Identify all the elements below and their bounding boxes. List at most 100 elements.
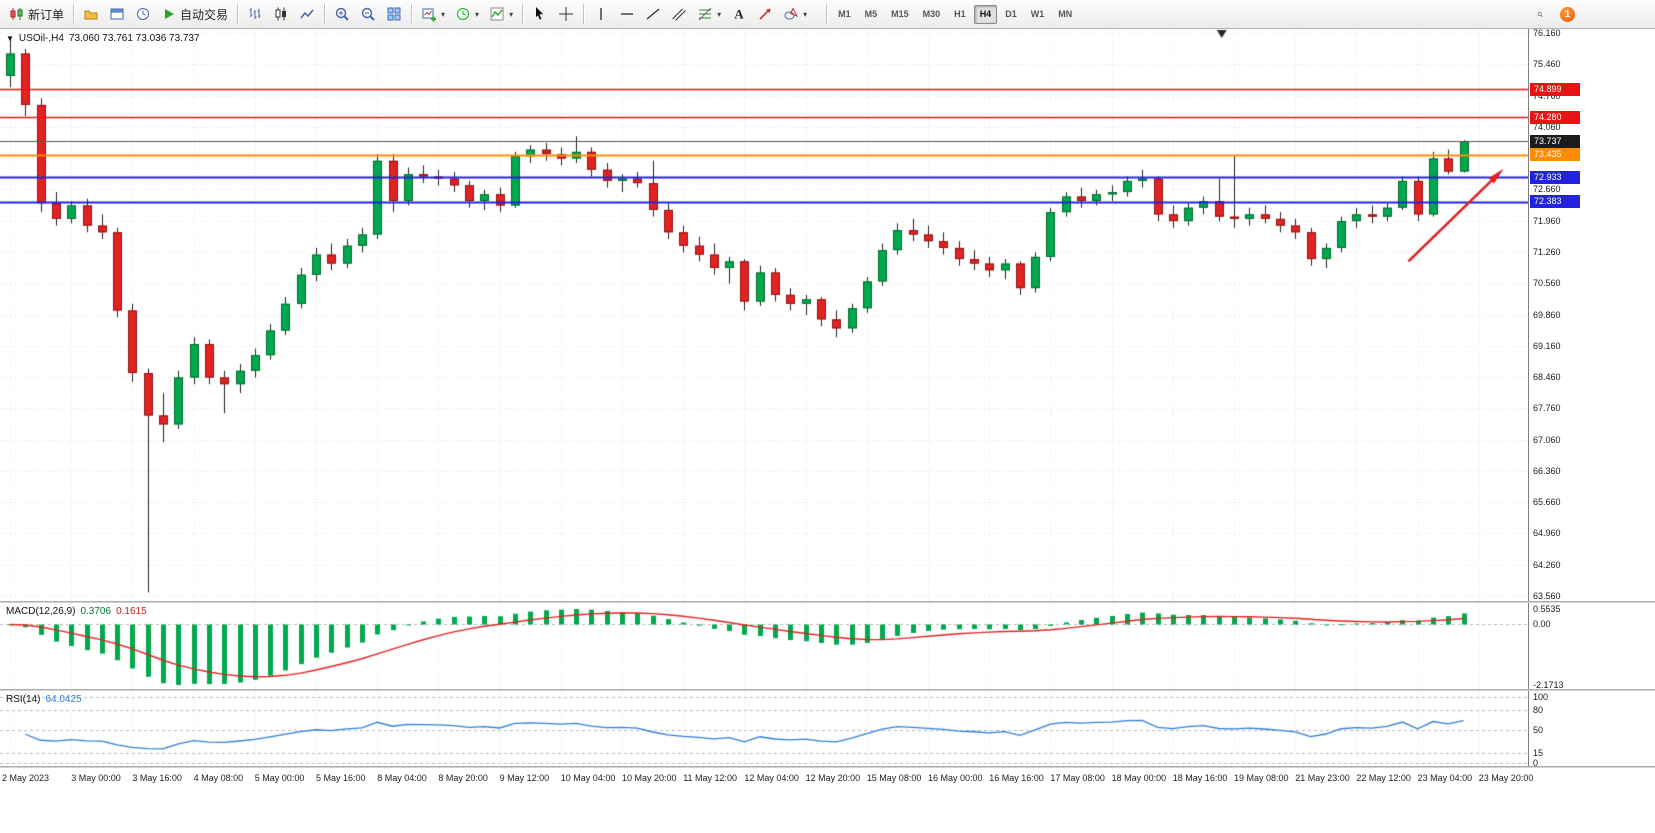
time-axis-label: 12 May 04:00 (744, 773, 799, 783)
macd-main-value: 0.3706 (80, 606, 112, 617)
new-order-button[interactable]: 新订单 (4, 2, 69, 26)
price-badge: 73.737 (1530, 134, 1580, 148)
timeframe-h1-button[interactable]: H1 (948, 5, 972, 24)
autotrading-icon (161, 6, 177, 22)
price-axis-label: 69.860 (1533, 309, 1561, 320)
zoom-in-button[interactable] (329, 2, 355, 26)
panel-separator-time-axis[interactable] (0, 766, 1655, 768)
profile-icon (83, 6, 99, 22)
time-axis-label: 8 May 04:00 (377, 773, 427, 783)
timeframe-d1-button[interactable]: D1 (999, 5, 1023, 24)
toolbar-separator (73, 4, 75, 24)
timeframe-m15-button[interactable]: M15 (885, 5, 915, 24)
periods-button[interactable]: ▾ (450, 2, 484, 26)
toolbar-separator (411, 4, 413, 24)
candle-chart-button[interactable] (268, 2, 294, 26)
chart-symbol-period: USOil-,H4 (18, 33, 64, 44)
chart-window-button[interactable] (104, 2, 130, 26)
fibonacci-button[interactable]: ▾ (692, 2, 726, 26)
bar-chart-icon (247, 6, 263, 22)
time-axis-label: 18 May 16:00 (1172, 773, 1228, 783)
dropdown-caret-icon[interactable]: ▾ (475, 9, 480, 19)
panel-separator-macd[interactable] (0, 601, 1655, 603)
price-axis-label: 76.160 (1533, 28, 1561, 38)
timeframe-h4-button[interactable]: H4 (973, 4, 998, 24)
channel-button[interactable] (666, 2, 692, 26)
arrow-label-icon (757, 6, 773, 22)
time-axis[interactable]: 2 May 2023 3 May 00:00 3 May 16:00 4 May 08… (0, 768, 1655, 794)
timeframe-mn-button[interactable]: MN (1052, 5, 1078, 24)
macd-axis-label: -2.1713 (1533, 680, 1564, 690)
new-chart-button[interactable]: ▾ (416, 2, 450, 26)
price-axis-label: 72.660 (1533, 184, 1561, 195)
price-chart-canvas[interactable] (0, 28, 1528, 601)
cursor-button[interactable] (527, 2, 553, 26)
dropdown-caret-icon[interactable]: ▾ (803, 9, 808, 19)
svg-text:A: A (734, 7, 744, 22)
bar-chart-button[interactable] (242, 2, 268, 26)
time-axis-label: 15 May 08:00 (866, 773, 922, 783)
tile-windows-icon (386, 6, 402, 22)
macd-label: MACD(12,26,9) 0.3706 0.1615 (6, 606, 147, 617)
time-axis-label: 19 May 08:00 (1234, 773, 1289, 783)
channel-icon (671, 6, 687, 22)
time-axis-label: 18 May 00:00 (1111, 773, 1167, 783)
arrows-button[interactable] (752, 2, 778, 26)
text-button[interactable]: A (726, 2, 752, 26)
dropdown-caret-icon[interactable]: ▾ (509, 9, 514, 19)
market-watch-button[interactable] (130, 2, 156, 26)
time-axis-label: 2 May 2023 (2, 773, 50, 783)
zoom-out-button[interactable] (355, 2, 381, 26)
price-axis-label: 70.560 (1533, 278, 1561, 289)
timeframe-m30-button[interactable]: M30 (917, 5, 947, 24)
new-order-icon (9, 6, 25, 22)
rsi-panel-canvas[interactable] (0, 691, 1528, 766)
templates-button[interactable]: ▾ (484, 2, 518, 26)
price-badge: 72.933 (1530, 170, 1580, 184)
shapes-icon (783, 6, 799, 22)
tile-windows-button[interactable] (381, 2, 407, 26)
search-button[interactable] (1530, 4, 1550, 24)
crosshair-button[interactable] (553, 2, 579, 26)
time-axis-label: 23 May 20:00 (1478, 773, 1534, 783)
price-axis-label: 71.960 (1533, 215, 1561, 226)
price-badge: 72.383 (1530, 195, 1580, 209)
time-axis-label: 5 May 16:00 (316, 773, 366, 783)
timeframe-m1-button[interactable]: M1 (832, 5, 857, 24)
price-axis[interactable]: 76.16075.46074.76074.06073.36072.66071.9… (1528, 28, 1655, 768)
dropdown-caret-icon[interactable]: ▾ (441, 9, 446, 19)
time-axis-label: 12 May 20:00 (805, 773, 861, 783)
toolbar-separator (237, 4, 239, 24)
indicators-icon (489, 6, 505, 22)
macd-panel-canvas[interactable] (0, 603, 1528, 689)
panel-separator-rsi[interactable] (0, 689, 1655, 691)
time-axis-label: 16 May 00:00 (928, 773, 983, 783)
macd-axis-label: 0.5535 (1533, 604, 1561, 614)
timeframe-w1-button[interactable]: W1 (1025, 5, 1051, 24)
rsi-label: RSI(14) 64.0425 (6, 694, 82, 705)
price-axis-label: 67.060 (1533, 434, 1561, 445)
autotrading-button[interactable]: 自动交易 (156, 2, 233, 26)
rsi-axis-label: 100 (1533, 692, 1549, 702)
dropdown-caret-icon[interactable]: ▾ (717, 9, 722, 19)
time-axis-label: 22 May 12:00 (1356, 773, 1411, 783)
shapes-button[interactable]: ▾ (778, 2, 812, 26)
price-axis-label: 64.960 (1533, 528, 1561, 539)
notification-badge[interactable]: 1 (1560, 6, 1575, 22)
macd-name: MACD(12,26,9) (6, 606, 76, 617)
trendline-button[interactable] (640, 2, 666, 26)
vertical-line-button[interactable] (588, 2, 614, 26)
timeframe-m5-button[interactable]: M5 (859, 5, 884, 24)
time-axis-label: 21 May 23:00 (1295, 773, 1350, 783)
time-axis-label: 23 May 04:00 (1417, 773, 1473, 783)
price-badge: 74.280 (1530, 110, 1580, 124)
time-axis-label: 5 May 00:00 (254, 773, 305, 783)
horizontal-line-button[interactable] (614, 2, 640, 26)
line-chart-button[interactable] (294, 2, 320, 26)
time-axis-label: 10 May 04:00 (560, 773, 616, 783)
profiles-button[interactable] (78, 2, 104, 26)
time-axis-label: 9 May 12:00 (499, 773, 550, 783)
toolbar-button-groups: 新订单 自动交易 ▾ ▾ ▾ ▾ A ▾ (4, 0, 812, 28)
one-click-trading-toggle[interactable]: ▼ (6, 34, 14, 43)
vline-icon (593, 6, 609, 22)
